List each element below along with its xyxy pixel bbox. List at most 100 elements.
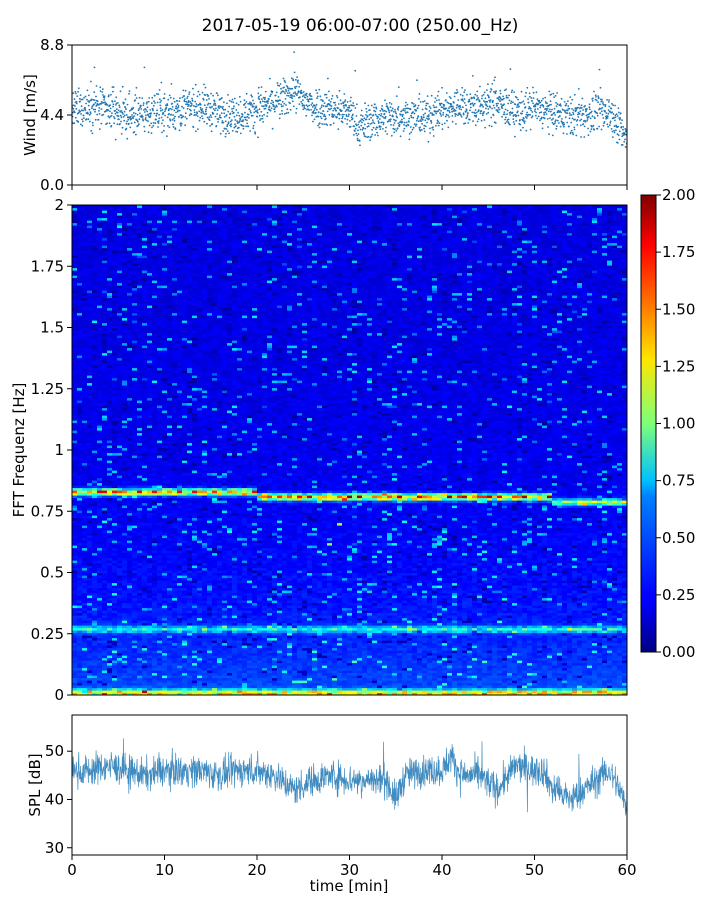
wind-point (388, 111, 391, 114)
wind-point (143, 109, 145, 111)
wind-point (134, 112, 137, 115)
wind-point (103, 95, 106, 98)
wind-point (458, 112, 461, 114)
wind-point (120, 120, 122, 123)
spectrogram-cell (72, 517, 78, 521)
wind-point (422, 116, 425, 119)
wind-point (198, 93, 201, 96)
spectrogram-cell (72, 447, 78, 451)
wind-point (571, 131, 574, 134)
wind-scatter-points (72, 51, 627, 149)
wind-point (152, 104, 155, 107)
wind-point (280, 87, 282, 90)
spectrogram-cell (82, 615, 88, 619)
wind-point (187, 105, 190, 107)
wind-point (137, 120, 139, 123)
wind-point (128, 92, 130, 95)
spectrogram-cell (77, 627, 83, 631)
wind-point (182, 89, 185, 92)
spectrogram-cell (82, 512, 88, 516)
wind-point (272, 101, 275, 104)
wind-point (442, 114, 444, 116)
wind-point (379, 125, 382, 128)
spectrogram-cell (72, 337, 78, 341)
wind-point (219, 114, 221, 117)
wind-point (550, 93, 553, 96)
wind-point (505, 116, 507, 119)
spectrogram-cell (72, 430, 78, 434)
wind-point (588, 116, 590, 118)
wind-point (226, 130, 229, 133)
wind-point (326, 110, 329, 113)
wind-point (282, 90, 285, 93)
wind-point (338, 113, 341, 116)
spectrogram-cell (87, 582, 93, 586)
wind-point (106, 122, 108, 125)
wind-point (435, 112, 438, 115)
wind-point (263, 113, 265, 116)
spectrogram-cell (72, 382, 78, 386)
wind-point (137, 102, 140, 105)
wind-point (245, 116, 247, 119)
wind-point (454, 115, 457, 117)
wind-point (350, 96, 352, 99)
spectrogram-cell (87, 602, 93, 606)
wind-point (393, 122, 396, 124)
wind-point (110, 115, 113, 117)
spectrogram-cell (82, 435, 88, 439)
wind-point (177, 109, 179, 112)
wind-point (506, 113, 508, 116)
spectrogram-cell (82, 510, 88, 514)
wind-point (186, 97, 189, 99)
wind-point (519, 123, 522, 126)
spectrogram-cell (87, 490, 93, 494)
wind-point (499, 97, 502, 100)
wind-point (579, 119, 581, 122)
wind-point (584, 120, 587, 123)
wind-point (402, 108, 405, 110)
wind-point (551, 108, 553, 111)
spectrogram-cell (77, 400, 83, 404)
wind-point (197, 128, 199, 131)
wind-point (208, 116, 211, 118)
spectrogram-cell (87, 485, 93, 489)
wind-point (305, 92, 308, 95)
spectrogram-cell (77, 300, 83, 304)
spectrogram-cell (82, 302, 88, 306)
wind-point (107, 109, 109, 112)
wind-point (562, 108, 564, 111)
wind-point (109, 104, 111, 107)
wind-point (232, 107, 235, 110)
wind-point (299, 96, 301, 98)
spectrogram-cell (72, 602, 78, 606)
wind-point (376, 131, 378, 134)
spectrogram-cell (77, 467, 83, 471)
wind-point (127, 122, 130, 125)
wind-point (531, 111, 534, 113)
wind-point (232, 111, 235, 114)
spectrogram-cell (82, 625, 88, 629)
spectrogram-cell (77, 375, 83, 379)
wind-point (619, 112, 622, 115)
wind-point (224, 108, 227, 111)
spectrogram-cell (87, 397, 93, 401)
wind-point (134, 94, 137, 96)
wind-point (375, 107, 378, 110)
spectrogram-cell (77, 267, 83, 271)
wind-point (128, 109, 131, 112)
wind-point (72, 92, 75, 94)
wind-point (192, 87, 194, 90)
wind-point (446, 119, 448, 122)
wind-point (117, 115, 120, 118)
wind-point (89, 120, 91, 123)
wind-point (285, 112, 288, 115)
wind-point (392, 127, 395, 130)
wind-point (198, 119, 201, 122)
wind-point (559, 103, 562, 106)
wind-point (395, 95, 398, 97)
wind-point (591, 115, 594, 118)
wind-point (111, 112, 113, 114)
wind-point (410, 116, 413, 119)
wind-point (413, 123, 416, 126)
wind-point (441, 123, 444, 126)
